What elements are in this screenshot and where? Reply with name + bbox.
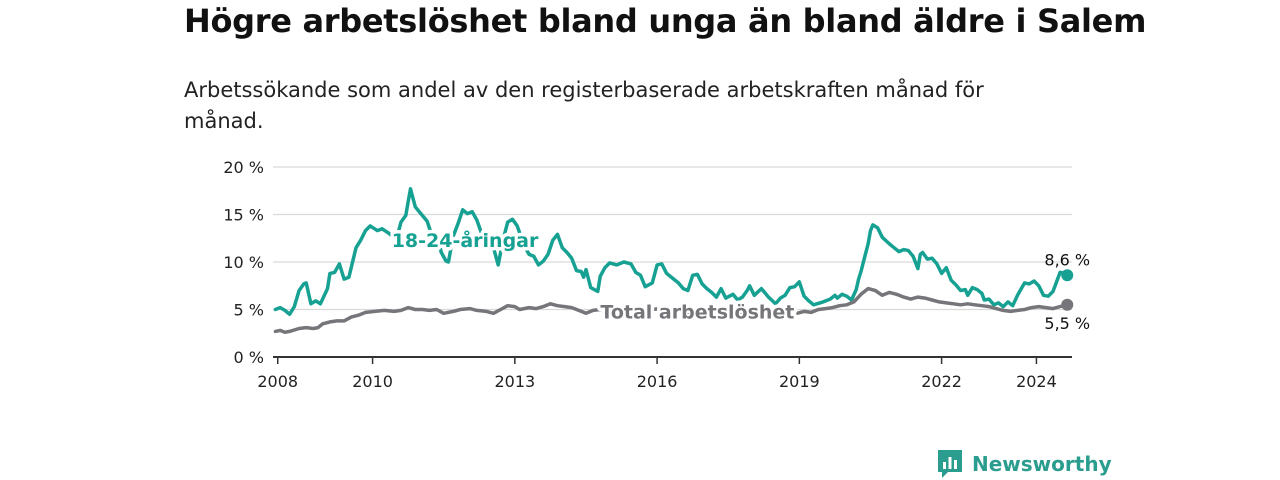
youth-end-point [1061, 269, 1074, 282]
series-lines [273, 187, 1074, 335]
youth-series-label: 18-24-åringar [392, 228, 539, 252]
x-tick-label: 2016 [637, 372, 678, 391]
total-unemployment-line [273, 286, 1070, 335]
x-tick-label: 2024 [1016, 372, 1057, 391]
total-end-point [1061, 298, 1074, 311]
y-tick-label: 15 % [223, 206, 264, 225]
total-series-label: Total arbetslöshet [600, 301, 794, 323]
x-axis-tick-labels: 2008 2010 2013 2016 2019 2022 2024 [257, 372, 1056, 391]
y-tick-label: 20 % [223, 158, 264, 177]
y-tick-label: 5 % [234, 301, 264, 320]
x-tick-label: 2008 [257, 372, 298, 391]
x-axis [273, 356, 1072, 364]
x-tick-label: 2013 [494, 372, 535, 391]
total-end-value-label: 5,5 % [1044, 314, 1090, 333]
x-tick-label: 2022 [921, 372, 962, 391]
youth-unemployment-line [273, 187, 1070, 317]
brand-logo: Newsworthy [936, 448, 1112, 480]
x-tick-label: 2019 [779, 372, 820, 391]
y-tick-label: 0 % [234, 348, 264, 367]
bar-chart-icon [938, 450, 962, 478]
youth-end-value-label: 8,6 % [1044, 250, 1090, 269]
brand-name: Newsworthy [972, 452, 1112, 476]
chart-subtitle: Arbetssökande som andel av den registerb… [184, 78, 984, 133]
x-tick-label: 2010 [352, 372, 393, 391]
y-tick-label: 10 % [223, 253, 264, 272]
series-labels: 18-24-åringar Total arbetslöshet 8,6 % 5,5 … [388, 225, 1090, 333]
y-axis-tick-labels: 0 % 5 % 10 % 15 % 20 % [223, 158, 264, 367]
chart-title: Högre arbetslöshet bland unga än bland ä… [184, 2, 1147, 40]
